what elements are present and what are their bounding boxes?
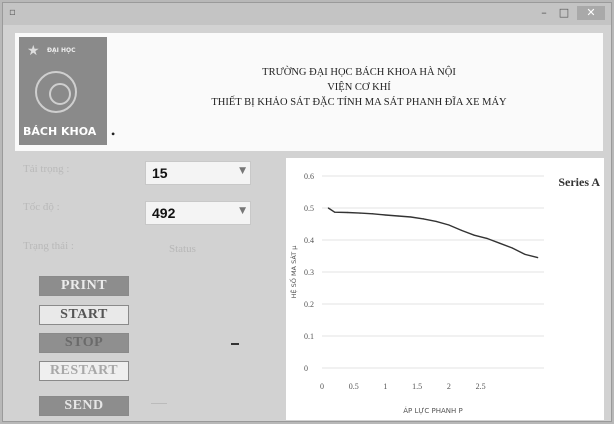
- x-tick-label: 2: [447, 382, 451, 391]
- data-point: [511, 247, 513, 249]
- data-point: [372, 213, 374, 215]
- x-tick-label: 0: [320, 382, 324, 391]
- state-label: Trạng thái :: [23, 240, 74, 252]
- data-point: [346, 211, 348, 214]
- x-tick-label: 0.5: [349, 382, 359, 391]
- title-bar: ▫ – □ ✕: [3, 3, 611, 25]
- speed-select[interactable]: 492 ▼: [145, 201, 251, 225]
- x-tick-label: 1.5: [412, 382, 422, 391]
- logo-ring-outer: [35, 71, 77, 113]
- print-button[interactable]: PRINT: [39, 276, 129, 296]
- app-icon: ▫: [9, 7, 16, 18]
- chevron-down-icon[interactable]: ▼: [239, 206, 246, 216]
- data-point: [473, 234, 475, 236]
- restart-button[interactable]: RESTART: [39, 361, 129, 381]
- y-axis-title: HỆ SỐ MA SÁT μ: [288, 246, 298, 299]
- header-dot: •: [111, 127, 116, 141]
- x-tick-label: 1: [383, 382, 387, 391]
- legend-series-a: Series A: [558, 175, 600, 189]
- data-point: [460, 229, 463, 231]
- close-button[interactable]: ✕: [577, 6, 605, 20]
- x-tick-label: 2.5: [476, 382, 486, 391]
- data-point: [397, 215, 399, 217]
- star-icon: ★: [27, 44, 40, 59]
- data-point: [359, 212, 361, 214]
- data-point: [422, 218, 425, 220]
- data-point: [499, 242, 501, 244]
- data-point: [334, 211, 336, 213]
- maximize-button[interactable]: □: [558, 6, 570, 19]
- friction-chart: 0 0.1 0.2 0.3 0.4 0.5 0.6 0 0.5 1 1.5 2 2.5 ÁP LỰC PH…: [286, 158, 604, 420]
- minimize-button[interactable]: –: [541, 6, 547, 19]
- header-panel: ★ ĐẠI HỌC BÁCH KHOA • TRƯỜNG ĐẠI HỌC BÁC…: [15, 33, 603, 151]
- load-label: Tải trọng :: [23, 163, 70, 175]
- logo-ring-inner: [49, 83, 71, 105]
- data-point: [486, 237, 488, 239]
- data-point: [435, 220, 437, 223]
- speed-value: 492: [152, 205, 176, 221]
- y-tick-label: 0.5: [304, 204, 314, 213]
- data-point: [448, 224, 450, 226]
- stop-button[interactable]: STOP: [39, 333, 129, 353]
- start-button[interactable]: START: [39, 305, 129, 325]
- load-value: 15: [152, 165, 168, 181]
- y-tick-label: 0.4: [304, 236, 314, 245]
- y-tick-label: 0.6: [304, 172, 314, 181]
- university-logo: ★ ĐẠI HỌC BÁCH KHOA: [19, 37, 107, 145]
- logo-top-text: ĐẠI HỌC: [47, 47, 76, 54]
- y-tick-label: 0.3: [304, 268, 314, 277]
- y-tick-label: 0: [304, 364, 308, 373]
- institute-name: VIỆN CƠ KHÍ: [327, 82, 391, 93]
- speed-label: Tốc độ :: [23, 201, 60, 213]
- logo-text: BÁCH KHOA: [23, 125, 97, 138]
- chevron-down-icon[interactable]: ▼: [239, 166, 246, 176]
- series-line: [327, 207, 538, 259]
- y-tick-label: 0.2: [304, 300, 314, 309]
- data-point: [384, 214, 387, 216]
- device-title: THIẾT BỊ KHẢO SÁT ĐẶC TÍNH MA SÁT PHANH …: [211, 97, 507, 108]
- y-tick-label: 0.1: [304, 332, 314, 341]
- data-point: [537, 257, 539, 259]
- x-axis-title: ÁP LỰC PHANH P: [403, 406, 462, 415]
- dash-mark: [231, 343, 239, 345]
- send-button[interactable]: SEND: [39, 396, 129, 416]
- data-point: [410, 216, 412, 218]
- university-name: TRƯỜNG ĐẠI HỌC BÁCH KHOA HÀ NỘI: [262, 67, 456, 78]
- chart-svg: 0 0.1 0.2 0.3 0.4 0.5 0.6 0 0.5 1 1.5 2 2.5 ÁP LỰC PH…: [288, 172, 600, 415]
- data-point: [524, 253, 526, 255]
- faint-mark: [151, 403, 167, 404]
- status-text: Status: [169, 243, 196, 255]
- data-point: [327, 207, 329, 209]
- load-select[interactable]: 15 ▼: [145, 161, 251, 185]
